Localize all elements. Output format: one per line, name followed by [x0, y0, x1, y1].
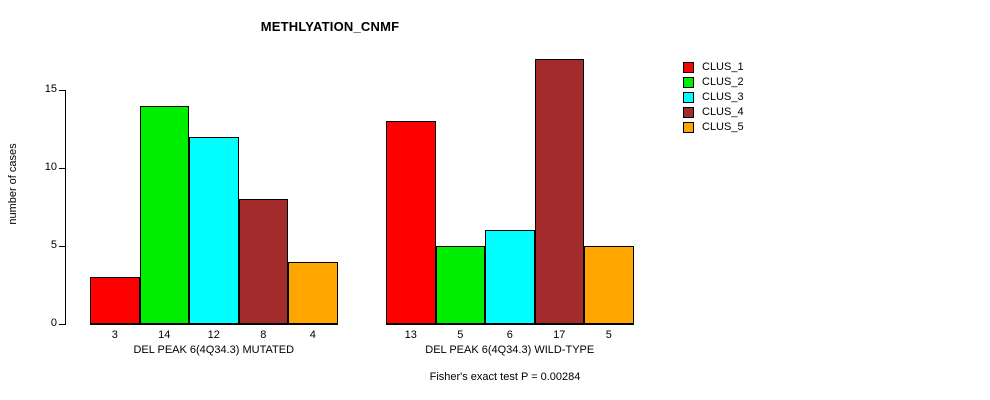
x-axis-baseline: [386, 324, 634, 325]
y-axis-tick-label: 0: [50, 317, 57, 329]
bar: [238, 199, 288, 324]
y-axis-tick: [59, 246, 65, 247]
bar-value-label: 8: [260, 329, 267, 341]
chart-title: METHLYATION_CNMF: [260, 19, 400, 34]
y-axis-tick-label: 15: [44, 83, 57, 95]
legend-item-label: CLUS_5: [702, 121, 744, 133]
y-axis-tick: [59, 90, 65, 91]
y-axis-tick-label-wrap: 15: [30, 84, 65, 95]
bar-value-label: 6: [506, 329, 513, 341]
legend-item-label: CLUS_2: [702, 76, 744, 88]
bar-value-label: 17: [553, 329, 566, 341]
group-axis-label: DEL PEAK 6(4Q34.3) WILD-TYPE: [425, 344, 595, 356]
bar-value-label: 12: [207, 329, 220, 341]
legend: CLUS_1 CLUS_2 CLUS_3 CLUS_4 CLUS_5: [683, 60, 744, 135]
legend-swatch-icon: [683, 62, 694, 73]
y-axis-tick-label: 5: [50, 239, 57, 251]
bar: [386, 121, 436, 324]
bar: [90, 277, 140, 324]
legend-item-label: CLUS_1: [702, 61, 744, 73]
legend-swatch-icon: [683, 92, 694, 103]
legend-item: CLUS_2: [683, 75, 744, 90]
y-axis-tick-label-wrap: 5: [30, 240, 65, 251]
y-axis-tick-label-wrap: 10: [30, 162, 65, 173]
bar-value-label: 13: [404, 329, 417, 341]
bar-value-label: 14: [158, 329, 171, 341]
bar-value-label: 5: [457, 329, 464, 341]
bar-value-label: 5: [605, 329, 612, 341]
legend-item-label: CLUS_3: [702, 91, 744, 103]
chart-annotation: Fisher's exact test P = 0.00284: [429, 371, 581, 383]
y-axis-tick: [59, 324, 65, 325]
legend-item: CLUS_5: [683, 120, 744, 135]
y-axis-tick-label: 10: [44, 161, 57, 173]
legend-item: CLUS_1: [683, 60, 744, 75]
legend-swatch-icon: [683, 107, 694, 118]
bar: [534, 58, 584, 324]
y-axis-tick-label-wrap: 0: [30, 318, 65, 329]
bar-value-label: 3: [111, 329, 118, 341]
legend-swatch-icon: [683, 122, 694, 133]
bar-value-label: 4: [309, 329, 316, 341]
bar: [139, 105, 189, 324]
bar: [584, 246, 634, 324]
group-axis-label: DEL PEAK 6(4Q34.3) MUTATED: [133, 344, 295, 356]
y-axis-tick: [59, 168, 65, 169]
legend-swatch-icon: [683, 77, 694, 88]
bar: [288, 261, 338, 324]
bar: [189, 136, 239, 324]
legend-item-label: CLUS_4: [702, 106, 744, 118]
y-axis-line: [65, 90, 66, 325]
x-axis-baseline: [90, 324, 338, 325]
bar: [435, 246, 485, 324]
legend-item: CLUS_3: [683, 90, 744, 105]
legend-item: CLUS_4: [683, 105, 744, 120]
bar: [485, 230, 535, 324]
